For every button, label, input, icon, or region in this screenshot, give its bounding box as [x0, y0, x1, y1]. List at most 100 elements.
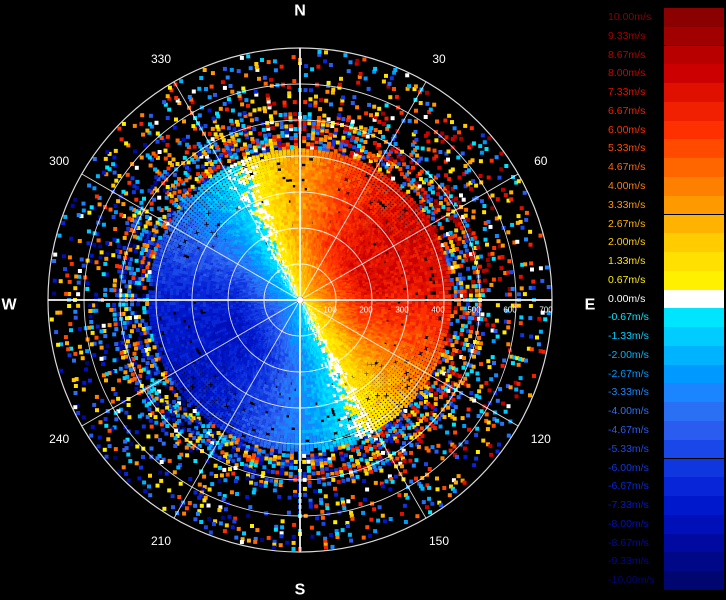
velocity-bin	[391, 176, 396, 181]
velocity-bin	[468, 160, 473, 165]
velocity-bin	[444, 254, 449, 259]
velocity-bin	[378, 350, 383, 355]
velocity-bin	[378, 287, 383, 292]
velocity-bin	[435, 331, 439, 335]
velocity-bin	[338, 194, 342, 199]
velocity-bin	[483, 288, 488, 293]
velocity-bin	[417, 171, 422, 176]
velocity-bin	[454, 237, 459, 242]
velocity-bin	[312, 161, 317, 165]
velocity-bin	[430, 259, 435, 263]
velocity-bin	[426, 267, 431, 271]
velocity-bin	[369, 234, 374, 238]
velocity-bin	[321, 174, 325, 178]
velocity-bin	[434, 276, 439, 281]
velocity-bin	[476, 377, 481, 382]
velocity-bin	[385, 351, 389, 356]
velocity-bin	[386, 279, 390, 284]
velocity-bin	[359, 161, 363, 165]
velocity-bin	[404, 192, 408, 196]
velocity-bin	[454, 256, 459, 261]
velocity-bin	[309, 211, 314, 216]
velocity-bin	[397, 322, 401, 326]
velocity-bin	[418, 323, 423, 328]
velocity-bin	[474, 311, 479, 316]
velocity-bin	[309, 224, 314, 228]
velocity-bin	[330, 90, 335, 95]
velocity-bin	[331, 173, 336, 178]
velocity-bin	[417, 288, 422, 293]
velocity-bin	[367, 292, 371, 297]
velocity-bin	[400, 292, 404, 297]
velocity-bin	[355, 192, 360, 197]
velocity-bin	[507, 287, 512, 291]
velocity-bin	[431, 206, 436, 211]
velocity-bin	[374, 350, 379, 355]
velocity-bin	[363, 76, 368, 81]
velocity-bin	[382, 275, 386, 280]
velocity-bin	[320, 214, 325, 218]
velocity-bin	[408, 286, 413, 291]
velocity-bin	[313, 149, 318, 153]
velocity-bin	[383, 254, 388, 259]
velocity-bin	[355, 169, 360, 173]
velocity-bin	[380, 261, 384, 266]
velocity-bin	[514, 180, 519, 185]
velocity-bin	[322, 208, 326, 212]
velocity-bin	[310, 203, 315, 207]
velocity-bin	[444, 151, 449, 156]
velocity-bin	[319, 198, 323, 202]
velocity-bin	[380, 206, 385, 211]
velocity-bin	[454, 367, 459, 372]
velocity-bin	[384, 202, 389, 206]
velocity-bin	[303, 73, 308, 78]
velocity-bin	[405, 216, 409, 220]
velocity-bin	[304, 220, 308, 224]
velocity-bin	[368, 343, 373, 348]
velocity-bin	[434, 175, 438, 180]
velocity-bin	[450, 137, 455, 141]
velocity-bin	[311, 121, 316, 126]
velocity-bin	[387, 346, 392, 351]
velocity-bin	[399, 306, 404, 310]
velocity-bin	[336, 190, 340, 195]
velocity-bin	[405, 352, 409, 357]
velocity-bin	[315, 219, 319, 223]
velocity-bin	[375, 179, 379, 184]
velocity-bin	[378, 240, 382, 244]
velocity-bin	[414, 119, 418, 124]
velocity-bin	[544, 265, 549, 270]
velocity-bin	[380, 280, 384, 285]
velocity-bin	[330, 214, 335, 218]
velocity-bin	[414, 267, 418, 271]
velocity-bin	[327, 200, 331, 204]
velocity-bin	[506, 342, 511, 347]
velocity-bin	[438, 283, 442, 288]
velocity-bin	[414, 181, 419, 186]
velocity-bin	[311, 194, 316, 198]
velocity-bin	[463, 184, 468, 189]
velocity-bin	[413, 316, 418, 321]
velocity-bin	[383, 217, 387, 222]
velocity-bin	[442, 328, 446, 333]
velocity-bin	[389, 220, 393, 224]
velocity-bin	[408, 327, 412, 332]
velocity-bin	[376, 348, 380, 353]
velocity-bin	[307, 181, 311, 186]
velocity-bin	[402, 374, 407, 378]
velocity-bin	[394, 364, 399, 369]
velocity-bin	[407, 330, 412, 335]
velocity-bin	[457, 221, 462, 226]
velocity-bin	[335, 287, 340, 291]
velocity-bin	[412, 205, 416, 210]
velocity-bin	[398, 203, 402, 207]
velocity-bin	[497, 244, 502, 249]
velocity-bin	[331, 224, 335, 228]
velocity-bin	[424, 157, 429, 162]
velocity-bin	[478, 159, 483, 164]
velocity-bin	[398, 186, 403, 191]
velocity-bin	[479, 199, 484, 204]
velocity-bin	[382, 258, 386, 262]
velocity-bin	[387, 159, 392, 164]
velocity-bin	[401, 279, 405, 283]
